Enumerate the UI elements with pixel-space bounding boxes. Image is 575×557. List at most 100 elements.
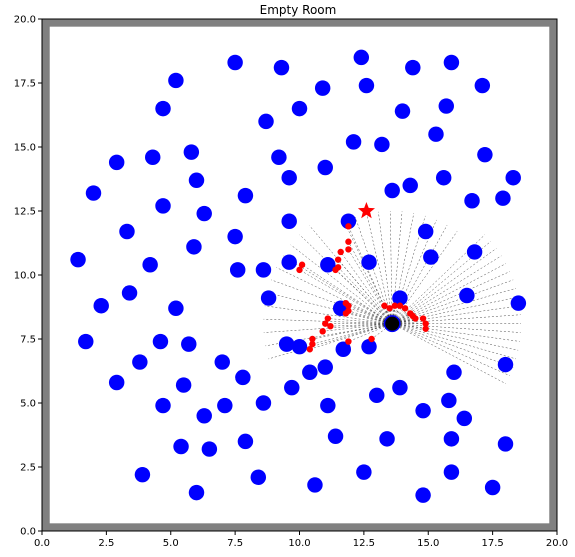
lidar-ray-7 <box>301 264 393 324</box>
obstacle-11 <box>291 100 308 117</box>
obstacle-31 <box>464 193 480 209</box>
y-tick-label: 15.0 <box>14 143 36 154</box>
obstacle-30 <box>237 187 254 204</box>
x-tick-label: 0.0 <box>34 538 50 549</box>
lidar-hit-1 <box>345 238 352 245</box>
obstacle-38 <box>119 223 135 240</box>
obstacle-28 <box>384 182 400 199</box>
obstacle-51 <box>260 290 277 306</box>
lidar-hit-31 <box>422 320 429 327</box>
obstacle-34 <box>196 205 212 222</box>
x-tick-label: 10.0 <box>288 538 310 549</box>
obstacle-96 <box>307 477 323 493</box>
obstacle-3 <box>405 59 421 76</box>
obstacle-19 <box>108 154 125 171</box>
lidar-ray-56 <box>391 213 415 324</box>
obstacle-5 <box>168 72 184 89</box>
obstacle-17 <box>183 144 200 160</box>
lidar-ray-3 <box>340 251 393 324</box>
lidar-hit-18 <box>309 340 316 348</box>
obstacle-53 <box>459 287 475 304</box>
lidar-hit-3 <box>337 248 344 256</box>
lidar-ray-5 <box>337 267 393 324</box>
obstacle-67 <box>317 359 333 375</box>
lidar-hit-26 <box>401 305 409 312</box>
lidar-hit-19 <box>306 346 313 353</box>
obstacle-82 <box>415 402 431 419</box>
obstacle-73 <box>175 377 192 393</box>
lidar-hit-2 <box>345 246 352 253</box>
lidar-ray-33 <box>392 323 506 384</box>
obstacle-0 <box>353 49 370 66</box>
obstacle-64 <box>361 338 377 355</box>
lidar-hit-32 <box>422 325 429 332</box>
obstacle-69 <box>446 364 462 381</box>
lidar-ray-37 <box>392 323 519 351</box>
obstacle-81 <box>320 397 336 414</box>
lidar-ray-13 <box>327 318 393 324</box>
obstacle-75 <box>392 379 408 396</box>
obstacle-61 <box>278 336 295 352</box>
obstacle-87 <box>379 431 395 447</box>
obstacle-21 <box>477 146 493 163</box>
goal-star-marker <box>357 202 375 219</box>
lidar-hit-16 <box>319 328 326 335</box>
obstacle-97 <box>484 479 501 496</box>
obstacle-99 <box>415 487 431 503</box>
lidar-hit-20 <box>345 338 352 345</box>
obstacle-89 <box>497 436 514 452</box>
agent-layer <box>357 202 401 333</box>
obstacle-37 <box>417 223 434 240</box>
obstacle-43 <box>423 249 439 265</box>
lidar-hit-30 <box>419 315 427 322</box>
obstacle-90 <box>173 438 189 455</box>
lidar-ray-65 <box>290 244 393 324</box>
y-tick-label: 20.0 <box>14 15 36 26</box>
obstacle-80 <box>255 395 272 411</box>
y-axis: 0.0 2.5 5.0 7.5 10.0 12.5 15.0 17.5 20.0 <box>14 15 42 538</box>
y-tick-label: 5.0 <box>20 399 36 410</box>
obstacle-94 <box>356 464 372 480</box>
lidar-hit-7 <box>298 261 306 268</box>
obstacle-39 <box>227 228 243 245</box>
lidar-hit-14 <box>322 320 329 327</box>
lidar-hit-0 <box>345 223 352 230</box>
lidar-ray-70 <box>264 305 393 324</box>
lidar-hit-10 <box>345 302 352 309</box>
y-tick-label: 7.5 <box>20 335 36 346</box>
lidar-hit-25 <box>396 302 404 309</box>
lidar-ray-66 <box>282 255 393 324</box>
obstacle-layer <box>70 49 527 503</box>
obstacle-24 <box>281 169 297 186</box>
obstacle-71 <box>497 356 514 373</box>
lidar-ray-58 <box>389 211 393 324</box>
obstacle-6 <box>314 80 331 96</box>
obstacle-83 <box>456 410 473 427</box>
lidar-ray-26 <box>392 308 406 324</box>
lidar-hit-22 <box>381 302 388 309</box>
x-tick-label: 7.5 <box>227 538 243 549</box>
obstacle-65 <box>214 354 230 370</box>
lidar-hit-layer <box>296 223 429 353</box>
obstacle-77 <box>441 392 457 409</box>
lidar-ray-36 <box>392 323 517 360</box>
obstacle-92 <box>134 466 151 483</box>
x-tick-label: 2.5 <box>98 538 114 549</box>
obstacle-49 <box>255 262 272 278</box>
lidar-ray-73 <box>265 323 393 347</box>
obstacle-7 <box>358 77 375 94</box>
lidar-ray-61 <box>355 217 393 324</box>
y-tick-label: 12.5 <box>14 207 36 218</box>
y-tick-label: 17.5 <box>14 79 36 90</box>
lidar-ray-34 <box>392 323 510 376</box>
lidar-ray-53 <box>391 225 448 324</box>
x-tick-label: 17.5 <box>481 538 503 549</box>
lidar-ray-22 <box>384 305 393 324</box>
obstacle-88 <box>443 431 460 447</box>
obstacle-18 <box>145 149 161 165</box>
obstacle-9 <box>438 98 454 114</box>
obstacle-47 <box>361 254 377 270</box>
lidar-hit-13 <box>324 315 332 322</box>
lidar-ray-24 <box>391 305 396 324</box>
